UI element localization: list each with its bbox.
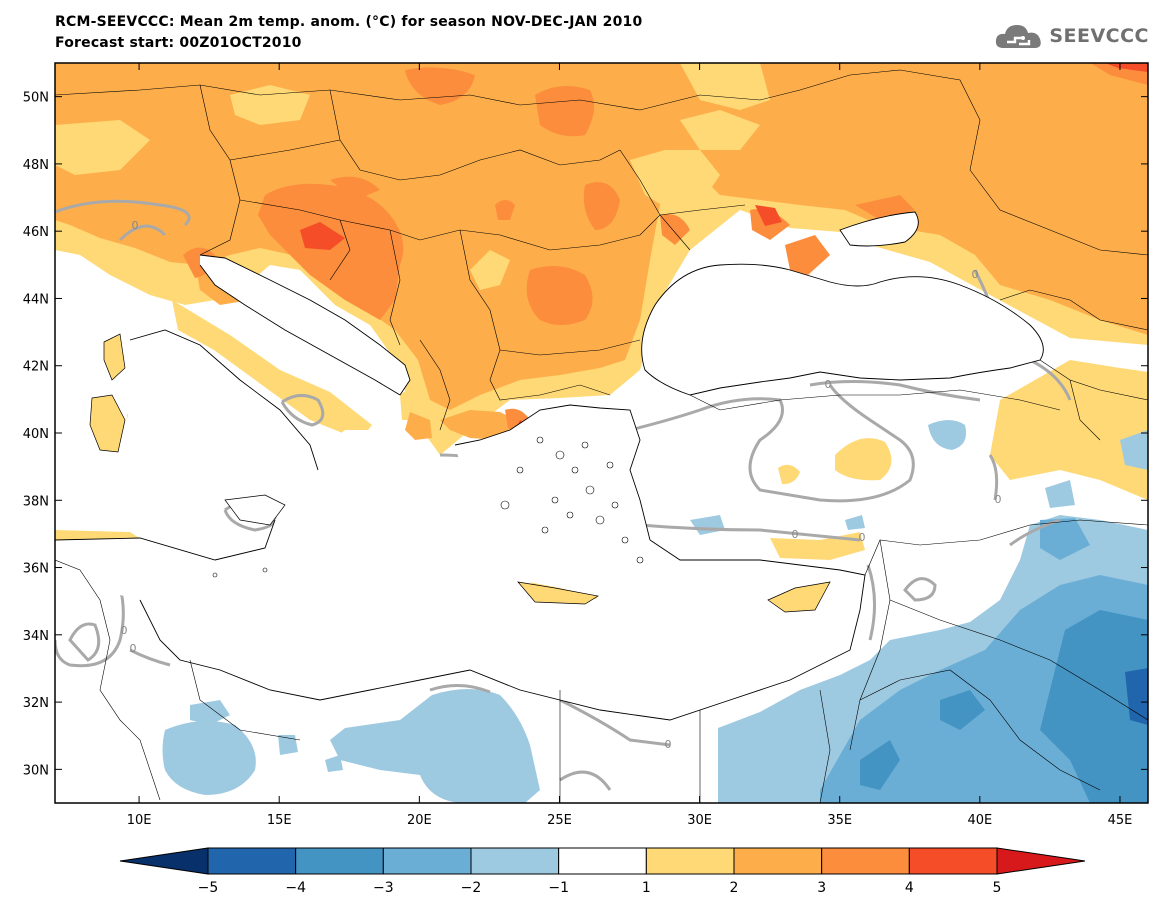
sardinia-corsica: [89, 333, 126, 453]
colorbar-segment: [470, 847, 560, 875]
anomaly-field-neg4-neg5: [1125, 668, 1148, 725]
colorbar-segment: [908, 847, 998, 875]
lat-tick-label: 46N: [23, 225, 49, 240]
colorbar-label: 2: [730, 880, 739, 896]
svg-text:0: 0: [995, 493, 1002, 506]
colorbar-label: 5: [993, 880, 1002, 896]
colorbar-label: −3: [373, 880, 394, 896]
lat-tick-label: 30N: [23, 763, 49, 778]
lat-tick-label: 44N: [23, 292, 49, 307]
colorbar-label: 1: [642, 880, 651, 896]
colorbar-label: −5: [198, 880, 219, 896]
svg-text:0: 0: [859, 531, 866, 544]
lon-tick-label: 30E: [687, 813, 712, 828]
svg-text:0: 0: [792, 528, 799, 541]
colorbar-label: 4: [905, 880, 914, 896]
longitude-axis: 10E 15E 20E 25E 30E 35E 40E 45E: [127, 63, 1133, 828]
colorbar-segment: [645, 847, 735, 875]
forecast-start: Forecast start: 00Z01OCT2010: [55, 35, 302, 51]
lon-tick-label: 15E: [267, 813, 292, 828]
latitude-axis: 50N 48N 46N 44N 42N 40N 38N 36N 34N 32N 30N: [23, 91, 1148, 778]
lat-tick-label: 48N: [23, 158, 49, 173]
sea-mask: [55, 212, 1044, 720]
lat-tick-label: 38N: [23, 494, 49, 509]
colorbar-label: −2: [461, 880, 482, 896]
anomaly-field-neg3-neg4: [860, 610, 1148, 803]
zero-contours: [55, 199, 1072, 791]
anomaly-field-3-4: [183, 63, 1148, 432]
colorbar-segment: [382, 847, 472, 875]
sicily: [224, 494, 286, 526]
lon-tick-label: 45E: [1108, 813, 1133, 828]
svg-text:0: 0: [121, 624, 128, 637]
lon-tick-label: 20E: [407, 813, 432, 828]
colorbar-label: −4: [285, 880, 306, 896]
colorbar-segment: [733, 847, 823, 875]
lat-tick-label: 36N: [23, 562, 49, 577]
logo-text: SEEVCCC: [1049, 25, 1149, 47]
colorbar: −5 −4 −3 −2 −1 1 2 3 4 5: [119, 847, 1086, 896]
seevccc-logo: SEEVCCC: [993, 20, 1149, 52]
lon-tick-label: 35E: [827, 813, 852, 828]
colorbar-segment: [558, 847, 647, 875]
svg-text:0: 0: [825, 378, 832, 391]
colorbar-segment: [207, 847, 297, 875]
lat-tick-label: 50N: [23, 91, 49, 106]
colorbar-segment: [295, 847, 384, 875]
lat-tick-label: 42N: [23, 360, 49, 375]
lat-tick-label: 34N: [23, 629, 49, 644]
colorbar-label: 3: [817, 880, 826, 896]
svg-text:0: 0: [132, 219, 139, 232]
colorbar-max-arrow: [996, 847, 1086, 875]
svg-text:0: 0: [972, 268, 979, 281]
crete: [517, 581, 599, 605]
lat-tick-label: 32N: [23, 696, 49, 711]
islands: [517, 581, 831, 613]
colorbar-min-arrow: [119, 847, 209, 875]
svg-text:0: 0: [130, 642, 137, 655]
svg-text:0: 0: [665, 738, 672, 751]
lat-tick-label: 40N: [23, 427, 49, 442]
lon-tick-label: 25E: [547, 813, 572, 828]
map-title: RCM-SEEVCCC: Mean 2m temp. anom. (°C) fo…: [55, 14, 643, 30]
anomaly-field-pale-patches: [55, 63, 770, 290]
cloud-icon: [996, 25, 1042, 48]
lon-tick-label: 10E: [127, 813, 152, 828]
lon-tick-label: 40E: [967, 813, 992, 828]
colorbar-segment: [821, 847, 910, 875]
country-borders: [55, 69, 1148, 803]
coastlines: [55, 211, 1044, 721]
cyprus: [767, 581, 831, 613]
colorbar-label: −1: [548, 880, 569, 896]
aegean-islands: [212, 436, 644, 578]
